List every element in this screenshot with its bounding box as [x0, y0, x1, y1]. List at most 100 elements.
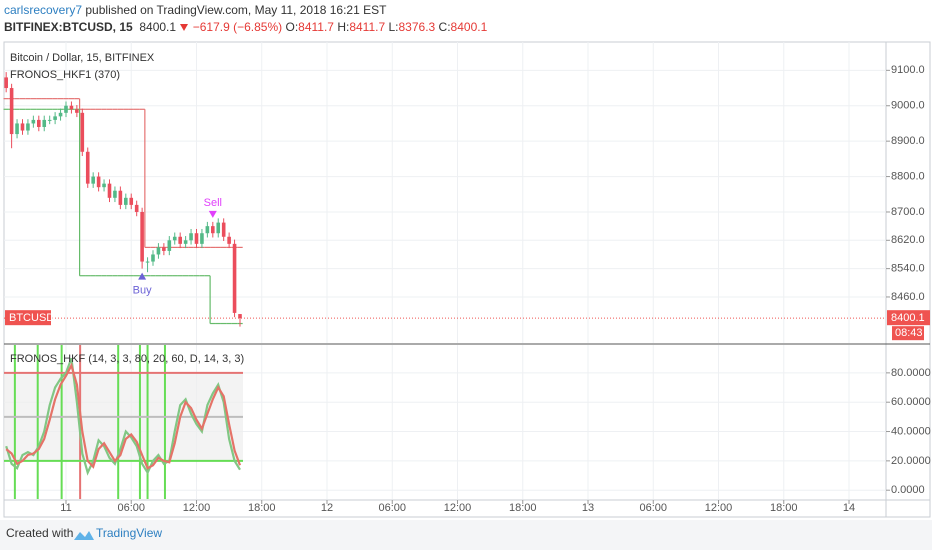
candle-body [134, 204, 139, 212]
published: published on TradingView.com, May 11, 20… [85, 3, 387, 17]
x-tick-label: 06:00 [639, 502, 667, 514]
y-tick-label: 40.0000 [891, 425, 931, 437]
candle-body [20, 123, 25, 131]
x-tick-label: 18:00 [248, 502, 276, 514]
last: 8400.1 [139, 20, 177, 34]
x-tick-label: 18:00 [770, 502, 798, 514]
candle-body [156, 247, 161, 255]
candle-body [238, 314, 242, 319]
candle-body [232, 243, 237, 313]
pane-title: Bitcoin / Dollar, 15, BITFINEX [10, 52, 155, 64]
candle-body [31, 119, 36, 124]
candle-body [140, 211, 144, 262]
candle-body [96, 176, 101, 188]
candle-body [221, 222, 226, 237]
symbol-box [5, 310, 51, 326]
y-tick-label: 8700.0 [891, 206, 925, 218]
ohlc-0-label: O: [285, 20, 299, 34]
candle-body [69, 105, 74, 110]
candle-body [216, 222, 221, 234]
down-icon [180, 24, 189, 32]
ohlc-0-value: 8411.7 [298, 20, 334, 34]
candle-body [26, 123, 30, 131]
ohlc-2-label: L: [388, 20, 399, 34]
candle-body [200, 233, 204, 244]
x-tick-label: 12 [321, 502, 333, 514]
oscillator-line [5, 362, 242, 470]
candle-body [53, 116, 57, 120]
candle-body [64, 105, 68, 113]
y-tick-label: 8800.0 [891, 170, 925, 182]
candle-body [172, 236, 177, 241]
y-tick-label: 0.0000 [891, 484, 925, 496]
y-tick-label: 20.0000 [891, 455, 931, 467]
grid [4, 42, 886, 499]
candle-body [4, 77, 8, 89]
candle-body [102, 183, 106, 188]
candle-body [85, 151, 90, 184]
x-tick-label: 11 [60, 502, 71, 514]
ohlc-1-label: H: [337, 20, 350, 34]
ohlc-2-value: 8376.3 [398, 20, 436, 34]
candle-body [145, 261, 150, 263]
footer-bg [0, 520, 932, 550]
indicator-label: FRONOS_HKF1 (370) [10, 69, 120, 81]
candle-body [37, 119, 41, 127]
y-tick-label: 8900.0 [891, 135, 925, 147]
footer-created: Created with [6, 526, 73, 540]
change: −617.9 (−6.85%) [192, 20, 283, 34]
x-tick-label: 14 [843, 502, 855, 514]
sell-marker [208, 210, 217, 218]
candle-body [42, 119, 47, 127]
y-tick-label: 8540.0 [891, 263, 925, 275]
y-tick-label: 60.0000 [891, 396, 931, 408]
header: carlsrecovery7 published on TradingView.… [4, 2, 487, 36]
symbol-line: BITFINEX:BTCUSD, 15 8400.1 −617.9 (−6.85… [4, 19, 487, 36]
frame [3, 41, 931, 518]
candle-body [129, 197, 134, 205]
countdown: 08:43 [895, 327, 923, 339]
x-tick-label: 12:00 [444, 502, 472, 514]
candle-body [167, 240, 172, 251]
candle-body [162, 247, 166, 251]
candle-body [151, 254, 155, 262]
x-tick-label: 06:00 [117, 502, 145, 514]
candle-body [80, 112, 85, 152]
candle-body [183, 240, 188, 244]
candle-body [75, 109, 79, 113]
publish-line: carlsrecovery7 published on TradingView.… [4, 2, 487, 19]
symbol-label: BTCUSD [9, 312, 54, 324]
candle-body [189, 233, 193, 241]
ohlc-1-value: 8411.7 [349, 20, 386, 34]
candle-body [91, 176, 95, 184]
oscillator-title: FRONOS_HKF (14, 3, 3, 80, 20, 60, D, 14,… [10, 353, 244, 365]
footer-brand[interactable]: TradingView [96, 526, 162, 540]
candle-body [124, 197, 128, 205]
y-tick-label: 9100.0 [891, 64, 925, 76]
author[interactable]: carlsrecovery7 [4, 3, 83, 17]
x-tick-label: 12:00 [183, 502, 211, 514]
ohlc-3-label: C: [438, 20, 451, 34]
y-tick-label: 80.0000 [891, 367, 931, 379]
y-tick-label: 8620.0 [891, 234, 925, 246]
candle-body [58, 112, 63, 117]
candle-body [113, 190, 117, 198]
oscillator-line [5, 357, 241, 476]
candle-body [15, 123, 19, 135]
candle-body [107, 183, 112, 198]
y-tick-label: 8460.0 [891, 291, 925, 303]
candle-body [227, 236, 231, 244]
x-tick-label: 18:00 [509, 502, 537, 514]
candle-body [205, 226, 210, 234]
x-tick-label: 12:00 [705, 502, 733, 514]
ohlc-3-value: 8400.1 [450, 20, 488, 34]
symbol: BITFINEX:BTCUSD, 15 [4, 20, 133, 34]
candle-body [194, 233, 199, 244]
x-tick-label: 06:00 [378, 502, 406, 514]
logo [74, 531, 94, 540]
marks [3, 72, 243, 499]
candle-body [178, 236, 182, 244]
sell-label: Sell [204, 197, 222, 209]
